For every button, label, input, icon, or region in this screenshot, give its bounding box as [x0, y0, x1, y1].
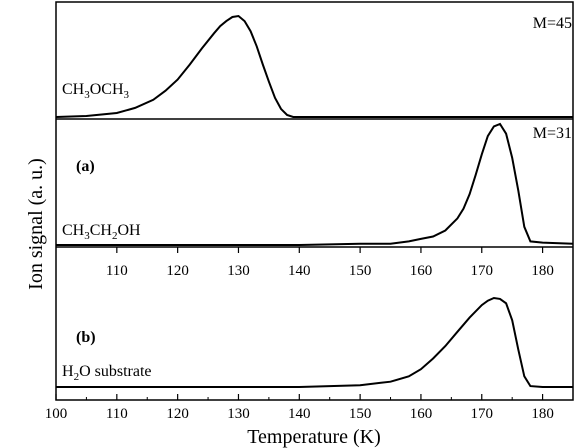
series-line-h2o-substrate	[56, 296, 573, 388]
x-axis-title: Temperature (K)	[247, 426, 381, 448]
x-tick-label-110: 110	[106, 406, 128, 422]
series-line-ch3ch2oh	[56, 122, 574, 246]
series-line-ch3och3	[55, 14, 573, 118]
inner-axis-ticks: 110 120 130 140 150 160 170 180	[106, 247, 554, 279]
x-tick-label-150: 150	[349, 406, 372, 422]
plot-frame	[55, 1, 574, 401]
curve-label-ch3ch2oh: CH3CH2OH	[62, 222, 141, 242]
x-axis-ticks: 100 110 120 130 140 150 160 170 180	[45, 394, 554, 422]
x-tick-label-140: 140	[288, 406, 311, 422]
x-tick-label-160: 160	[410, 406, 433, 422]
inner-tick-label-170: 170	[471, 263, 494, 279]
panel-label-a: (a)	[76, 158, 95, 175]
inner-tick-label-140: 140	[288, 263, 311, 279]
inner-tick-label-150: 150	[349, 263, 372, 279]
inner-tick-label-120: 120	[166, 263, 189, 279]
curve-label-h2o: H2O substrate	[62, 363, 152, 383]
panel-label-b: (b)	[76, 329, 96, 346]
inner-tick-label-180: 180	[531, 263, 554, 279]
inner-tick-label-130: 130	[227, 263, 250, 279]
x-tick-label-130: 130	[227, 406, 250, 422]
x-tick-label-120: 120	[166, 406, 189, 422]
x-tick-label-100: 100	[45, 406, 68, 422]
curve-label-ch3och3: CH3OCH3	[62, 81, 130, 101]
mass-label-top: M=45	[533, 15, 572, 32]
y-axis-title: Ion signal (a. u.)	[25, 158, 47, 290]
x-tick-label-180: 180	[531, 406, 554, 422]
inner-tick-label-110: 110	[106, 263, 128, 279]
mass-label-middle: M=31	[533, 125, 572, 142]
inner-tick-label-160: 160	[410, 263, 433, 279]
x-tick-label-170: 170	[471, 406, 494, 422]
